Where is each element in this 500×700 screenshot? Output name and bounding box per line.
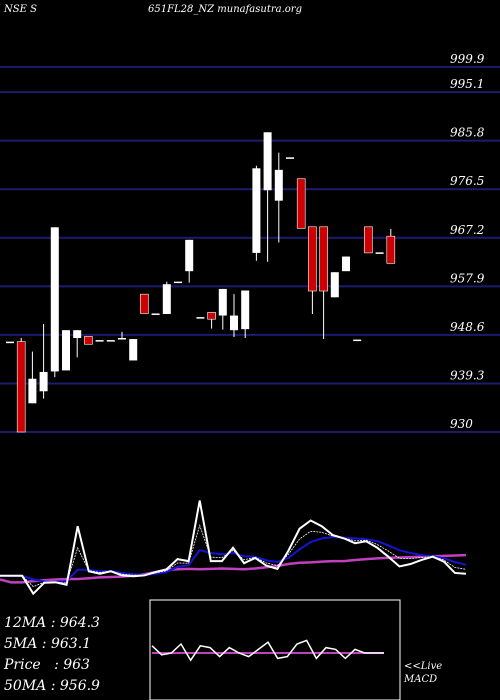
candle [196, 317, 205, 319]
mid-ma-line [0, 524, 467, 588]
live-link[interactable]: <<Live [404, 661, 443, 672]
moving-average-panel [0, 500, 467, 596]
candle [73, 330, 82, 358]
macd-line [151, 639, 384, 662]
candle [241, 290, 250, 339]
candle [140, 293, 149, 314]
candle [28, 351, 37, 404]
price-stat: Price : 963 [4, 657, 90, 673]
macd-box [149, 599, 401, 700]
y-tick-label: 939.3 [450, 368, 485, 382]
candle [286, 157, 294, 159]
live-macd-label: <<Live MACD [404, 660, 442, 686]
macd-panel [149, 599, 401, 700]
fast-ma-line [0, 536, 467, 584]
y-tick-label: 985.8 [450, 126, 485, 140]
y-tick-label: 999.9 [450, 52, 485, 66]
candle [118, 331, 126, 340]
y-tick-label: 948.6 [450, 320, 485, 334]
candle [106, 340, 115, 342]
ma-stats: 12MA : 964.3 5MA : 963.1 Price : 963 50M… [4, 613, 100, 697]
ma5-stat: 5MA : 963.1 [4, 636, 92, 652]
candle [151, 313, 160, 315]
y-tick-label: 957.9 [450, 271, 485, 285]
candle [95, 340, 104, 342]
candlestick-series [6, 132, 396, 433]
candle [185, 239, 194, 283]
candle [39, 323, 48, 399]
price-line [0, 500, 467, 596]
candle [174, 281, 182, 284]
candle [386, 228, 396, 264]
candle [330, 272, 339, 298]
exchange-label: NSE S [4, 4, 37, 15]
candle [263, 132, 272, 262]
candle [308, 226, 317, 314]
candle [342, 256, 350, 272]
candle [319, 226, 328, 340]
candle [207, 312, 216, 329]
macd-label: MACD [404, 674, 438, 685]
candle [16, 338, 26, 433]
candle [364, 226, 373, 254]
y-tick-label: 995.1 [450, 77, 484, 91]
ma12-stat: 12MA : 964.3 [4, 615, 100, 631]
candle [252, 165, 261, 261]
candle [218, 288, 227, 330]
candle [62, 330, 70, 371]
y-tick-label: 930 [450, 417, 473, 431]
candle [84, 336, 93, 345]
candle [6, 341, 14, 344]
candle [50, 227, 59, 378]
symbol-site-label: 651FL28_NZ munafasutra.org [148, 4, 302, 15]
candle [274, 152, 283, 243]
candle [162, 281, 171, 314]
candle [353, 339, 362, 342]
y-tick-label: 967.2 [450, 223, 484, 237]
price-grid [0, 66, 500, 433]
y-tick-labels: 999.9 995.1 985.8 976.5 967.2 957.9 948.6 939.3… [450, 52, 485, 431]
ma50-stat: 50MA : 956.9 [4, 678, 100, 694]
candle [230, 294, 238, 337]
y-tick-label: 976.5 [450, 174, 484, 188]
candle [296, 178, 306, 229]
candle [129, 339, 138, 361]
candle [375, 252, 384, 254]
